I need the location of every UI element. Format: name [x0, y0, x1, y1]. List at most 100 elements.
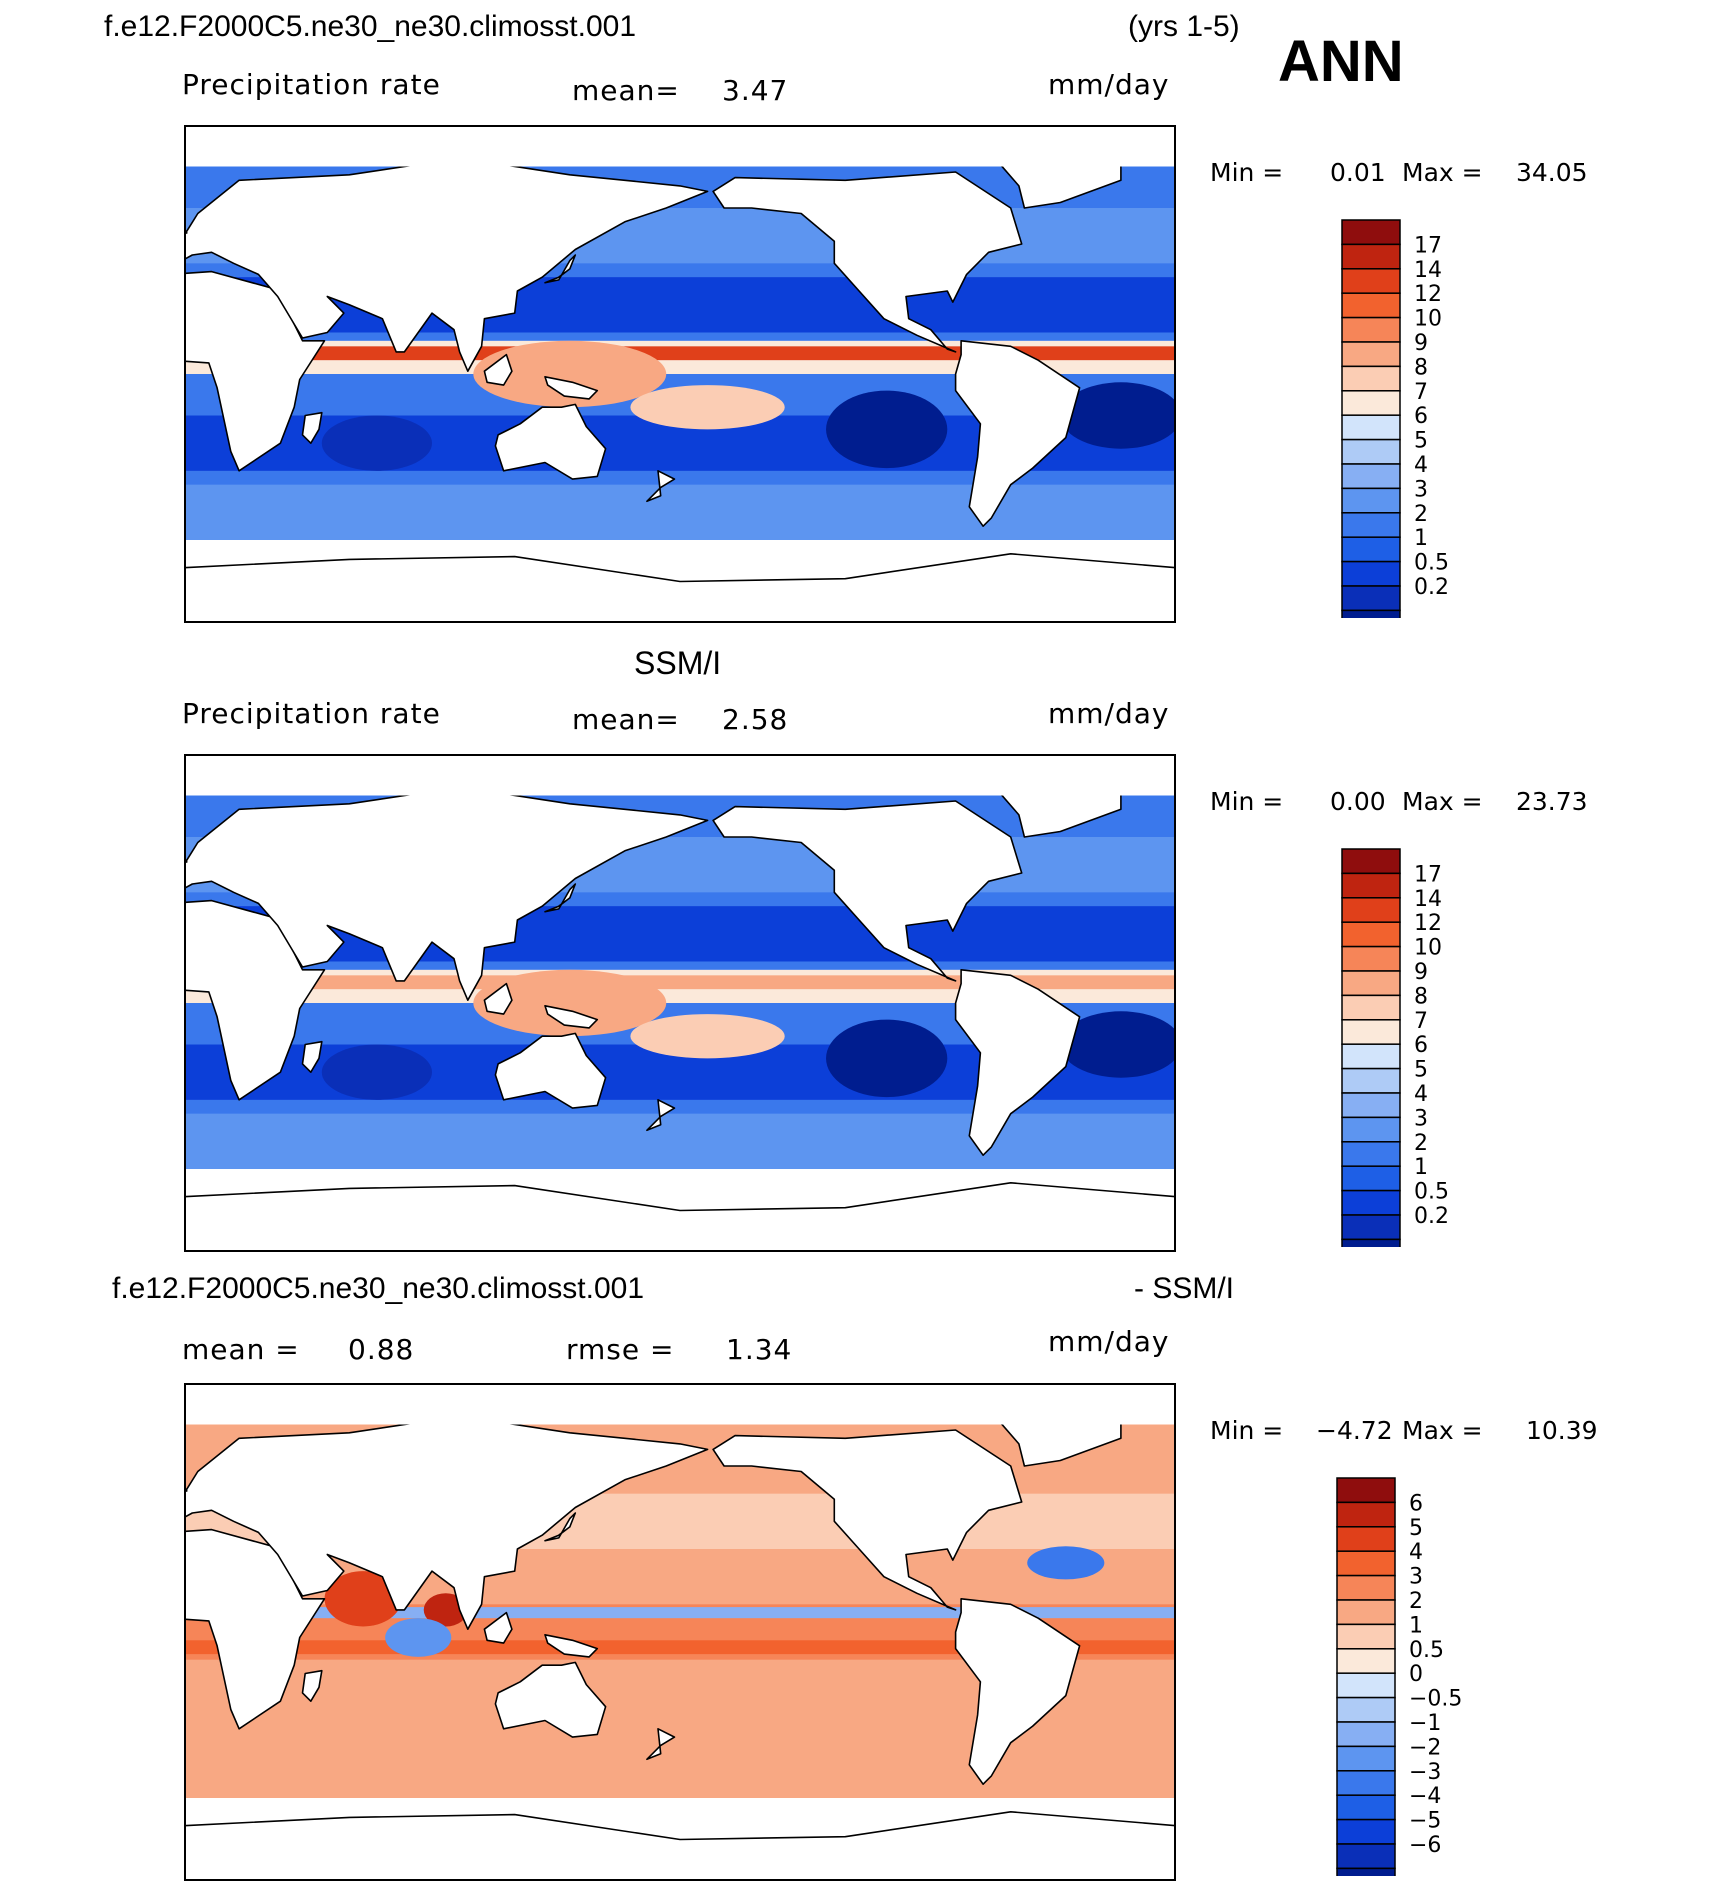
- africa-land: [184, 270, 326, 472]
- model-precip-anomaly: [321, 415, 432, 471]
- model-colorbar-label: 12: [1414, 282, 1442, 307]
- model-colorbar-label: 6: [1414, 404, 1428, 429]
- model-colorbar-label: 1: [1414, 526, 1428, 551]
- map-panel-model: [184, 125, 1176, 623]
- years-label: (yrs 1-5): [1128, 10, 1240, 43]
- figure-case-title: f.e12.F2000C5.ne30_ne30.climosst.001: [104, 10, 637, 43]
- obs-precip-anomaly: [473, 969, 667, 1037]
- panel1-min-value: 0.01: [1330, 158, 1386, 187]
- diff-colorbar-box: [1336, 1477, 1396, 1504]
- antarctica-land: [184, 1182, 1176, 1252]
- panel1-max-value: 34.05: [1516, 158, 1588, 187]
- model-colorbar-box: [1341, 219, 1401, 246]
- obs-colorbar-box: [1341, 897, 1401, 923]
- diff-colorbar-box: [1336, 1501, 1396, 1528]
- model-colorbar-label: 4: [1414, 453, 1428, 478]
- diff-colorbar-box: [1336, 1721, 1396, 1748]
- panel3-mean-value: 0.88: [348, 1333, 415, 1366]
- diff-colorbar-box: [1336, 1599, 1396, 1626]
- map-panel-obs: [184, 754, 1176, 1252]
- obs-precip-band: [184, 1113, 1176, 1169]
- samerica-land: [954, 1598, 1081, 1785]
- panel3-units: mm/day: [1048, 1325, 1170, 1358]
- season-label: ANN: [1278, 29, 1404, 94]
- diff-map-frame: [184, 1383, 1176, 1881]
- model-colorbar-box: [1341, 341, 1401, 368]
- model-colorbar-label: 3: [1414, 477, 1428, 502]
- obs-precip-anomaly: [321, 1044, 432, 1100]
- obs-precip-anomaly: [826, 1019, 948, 1098]
- diff-colorbar-label: 5: [1409, 1516, 1423, 1541]
- diff-colorbar-label: −5: [1409, 1809, 1441, 1834]
- panel3-max-label: Max =: [1402, 1416, 1483, 1445]
- japan-land: [544, 883, 577, 913]
- model-colorbar-label: 5: [1414, 429, 1428, 454]
- panel2-max-label: Max =: [1402, 787, 1483, 816]
- model-map-frame: [184, 125, 1176, 623]
- madagascar-land: [301, 1669, 323, 1702]
- diff-colorbar-label: 1: [1409, 1613, 1423, 1638]
- africa-land: [184, 1528, 326, 1730]
- obs-colorbar-label: 7: [1414, 1009, 1428, 1034]
- obs-precip-anomaly: [630, 1014, 785, 1059]
- obs-colorbar-box: [1341, 945, 1401, 972]
- model-precip-anomaly: [473, 340, 667, 408]
- model-colorbar-box: [1341, 463, 1401, 490]
- panel2-mean-value: 2.58: [722, 703, 789, 736]
- diff-colorbar-box: [1336, 1843, 1396, 1870]
- model-precip-band: [184, 346, 1176, 361]
- obs-precip-band: [184, 975, 1176, 990]
- obs-colorbar-label: 17: [1414, 862, 1442, 887]
- obs-colorbar-box: [1341, 1165, 1401, 1192]
- diff-precip-band: [184, 1607, 1176, 1619]
- model-colorbar-box: [1341, 316, 1401, 343]
- panel1-mean-value: 3.47: [722, 74, 789, 107]
- obs-colorbar-box: [1341, 1019, 1401, 1045]
- obs-colorbar-label: 2: [1414, 1131, 1428, 1156]
- borneo-land: [483, 353, 513, 386]
- panel3-max-value: 10.39: [1526, 1416, 1598, 1445]
- madagascar-land: [301, 1040, 323, 1073]
- obs-colorbar-box: [1341, 1043, 1401, 1070]
- diff-colorbar-box: [1336, 1867, 1396, 1876]
- panel1-units: mm/day: [1048, 68, 1170, 101]
- diff-colorbar-label: −3: [1409, 1760, 1441, 1785]
- panel1-mean-label: mean=: [572, 74, 680, 107]
- obs-colorbar-box: [1341, 921, 1401, 948]
- diff-colorbar-box: [1336, 1696, 1396, 1723]
- model-colorbar-box: [1341, 560, 1401, 587]
- model-precip-band: [184, 484, 1176, 540]
- model-colorbar-label: 0.5: [1414, 551, 1449, 576]
- borneo-land: [483, 982, 513, 1015]
- obs-colorbar-box: [1341, 1116, 1401, 1143]
- diff-colorbar-label: 6: [1409, 1491, 1423, 1516]
- model-colorbar-label: 9: [1414, 331, 1428, 356]
- newguinea-land: [544, 1005, 599, 1029]
- antarctica-land: [184, 1811, 1176, 1881]
- model-colorbar-box: [1341, 365, 1401, 392]
- diff-colorbar-box: [1336, 1745, 1396, 1772]
- obs-colorbar-label: 0.2: [1414, 1204, 1449, 1229]
- model-colorbar-box: [1341, 512, 1401, 538]
- diff-colorbar-box: [1336, 1770, 1396, 1796]
- panel3-min-value: −4.72: [1316, 1416, 1393, 1445]
- diff-colorbar-box: [1336, 1818, 1396, 1845]
- diff-no-data-north: [184, 1383, 1176, 1425]
- obs-precip-anomaly: [1060, 1011, 1176, 1078]
- model-colorbar-label: 8: [1414, 355, 1428, 380]
- obs-colorbar-label: 4: [1414, 1082, 1428, 1107]
- model-colorbar-label: 14: [1414, 258, 1442, 283]
- model-colorbar-box: [1341, 609, 1401, 618]
- model-colorbar-label: 0.2: [1414, 575, 1449, 600]
- namerica-land: [712, 800, 1023, 982]
- model-colorbar-label: 2: [1414, 502, 1428, 527]
- panel3-rmse-value: 1.34: [726, 1333, 793, 1366]
- diff-precip-anomaly: [1027, 1546, 1105, 1580]
- newguinea-land: [544, 376, 599, 400]
- africa-land: [184, 899, 326, 1101]
- model-precip-anomaly: [826, 390, 948, 469]
- diff-precip-anomaly: [324, 1571, 402, 1627]
- model-colorbar-label: 10: [1414, 307, 1442, 332]
- map-panel-diff: [184, 1383, 1176, 1881]
